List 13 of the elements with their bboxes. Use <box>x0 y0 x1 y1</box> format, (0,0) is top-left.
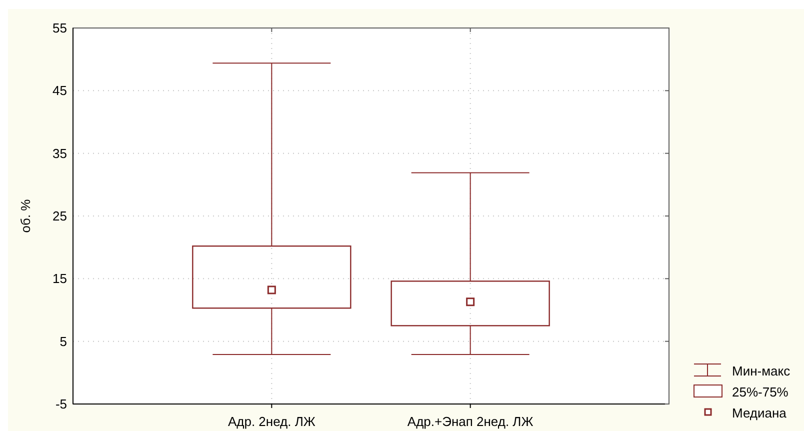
x-tick-label: Адр.+Энап 2нед. ЛЖ <box>407 414 534 429</box>
text: 25%-75% <box>732 384 789 400</box>
y-tick-label: 15 <box>52 271 67 286</box>
y-tick-label: -5 <box>55 396 67 412</box>
text: Медиана <box>732 406 788 421</box>
y-tick-label: 45 <box>52 83 67 98</box>
y-axis-title: об. % <box>18 198 33 233</box>
x-tick-label: Адр. 2нед. ЛЖ <box>228 414 316 429</box>
y-tick-label: 5 <box>60 334 67 349</box>
y-tick-label: 55 <box>52 20 67 36</box>
y-tick-label: 25 <box>52 208 67 224</box>
y-tick-label: 35 <box>52 146 67 161</box>
text: Мин-макс <box>732 364 791 379</box>
